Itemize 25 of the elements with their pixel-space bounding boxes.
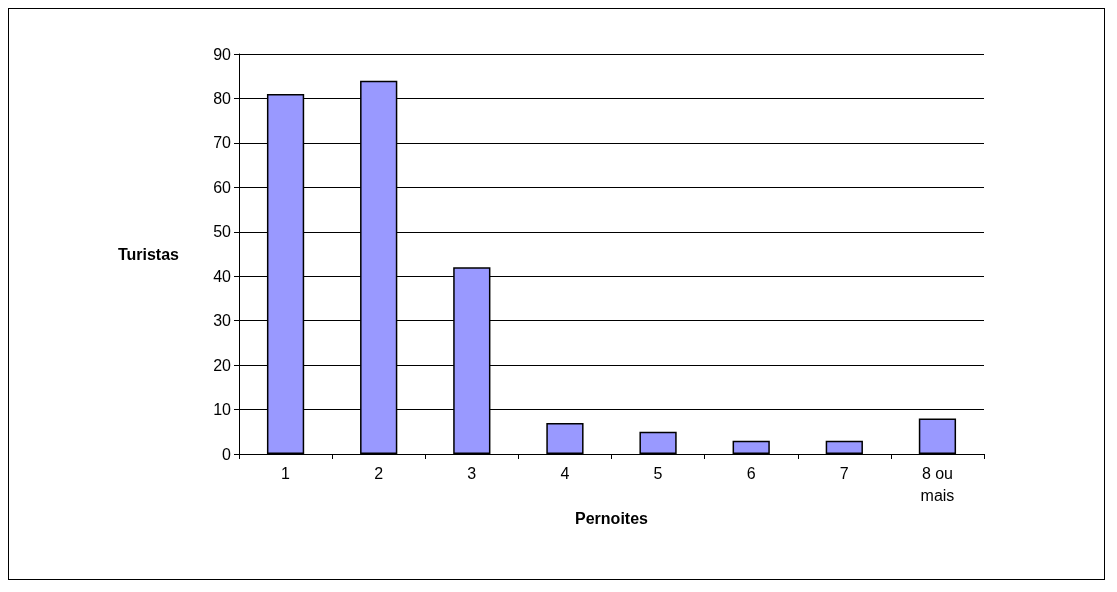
y-tick-label: 0 (222, 445, 232, 463)
y-tick-label: 80 (213, 89, 232, 107)
x-tick-label: 6 (746, 464, 756, 482)
bar (825, 440, 863, 454)
x-tick-label: 2 (374, 464, 384, 482)
bar (639, 431, 677, 454)
bar (546, 422, 584, 454)
bar (732, 440, 770, 454)
x-axis-title: Pernoites (575, 510, 649, 528)
x-tick-label: 7 (839, 464, 849, 482)
x-tick-label: 5 (653, 464, 663, 482)
y-tick-label: 10 (213, 401, 232, 419)
y-tick-label: 70 (213, 134, 232, 152)
y-tick-label: 50 (213, 223, 232, 241)
y-tick-label: 90 (213, 45, 232, 63)
y-tick-label: 60 (213, 178, 232, 196)
bar (918, 418, 957, 454)
y-tick-label: 40 (213, 267, 232, 285)
y-axis-title: Turistas (117, 245, 180, 263)
y-tick-label: 20 (213, 356, 232, 374)
x-tick-label: 3 (467, 464, 477, 482)
x-tick-label: 1 (281, 464, 291, 482)
y-tick-label: 30 (213, 312, 232, 330)
x-tick-label: 8 ou mais (920, 464, 955, 504)
x-tick-label: 4 (560, 464, 570, 482)
